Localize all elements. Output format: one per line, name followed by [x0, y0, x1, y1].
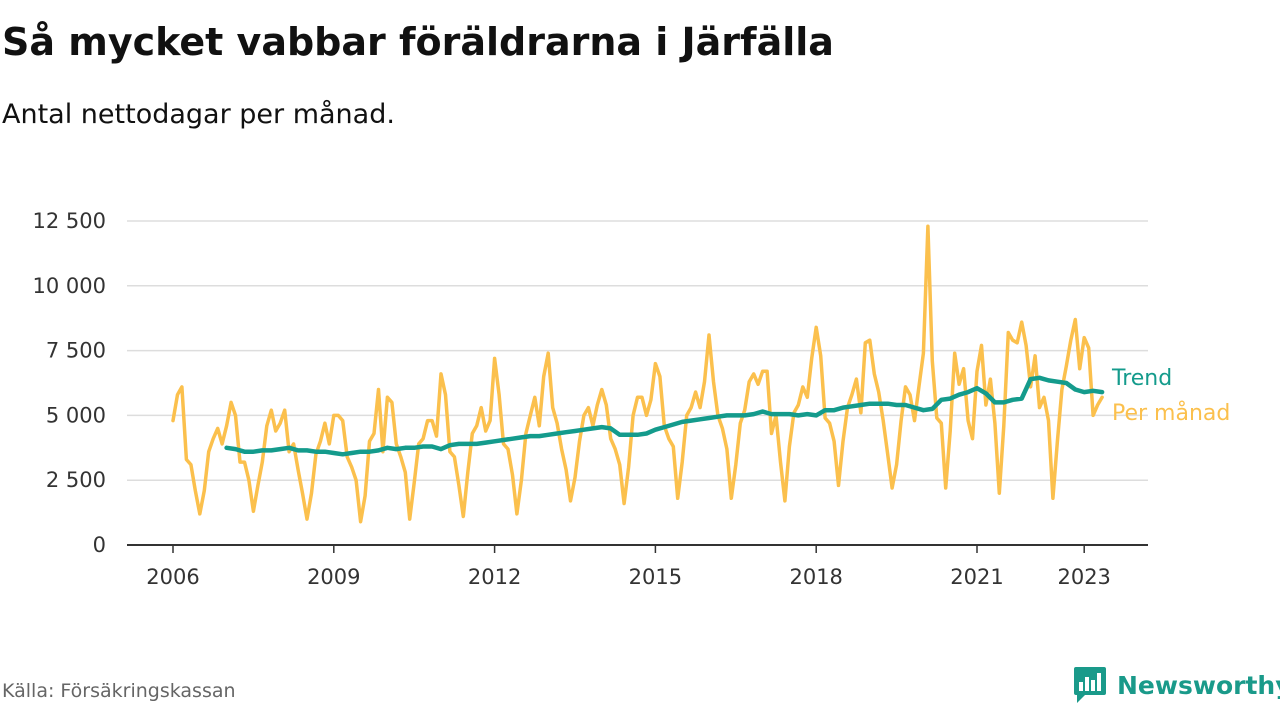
monthly-series-label: Per månad — [1112, 400, 1230, 426]
y-tick-label: 12 500 — [33, 209, 106, 233]
series-labels: Per månad Trend — [1111, 366, 1230, 426]
x-tick-label: 2009 — [307, 565, 360, 589]
chart-subtitle: Antal nettodagar per månad. — [2, 99, 395, 130]
axes: 0 2 500 5 000 7 500 10 000 12 500 2006 2009 2012… — [33, 209, 1148, 589]
trend-series-label: Trend — [1111, 366, 1172, 391]
chart-title: Så mycket vabbar föräldrarna i Järfälla — [2, 20, 834, 64]
bar-chart-logo-icon — [1074, 667, 1106, 703]
source-note: Källa: Försäkringskassan — [2, 680, 236, 702]
trend-series-line — [224, 375, 1105, 457]
y-tick-label: 2 500 — [46, 468, 106, 492]
y-tick-label: 5 000 — [46, 403, 106, 427]
series-lines — [171, 224, 1105, 524]
brand-name: Newsworthy — [1117, 670, 1280, 700]
x-tick-label: 2006 — [146, 565, 199, 589]
x-tick-label: 2018 — [789, 565, 842, 589]
x-tick-label: 2012 — [468, 565, 521, 589]
monthly-series-line — [171, 224, 1104, 524]
y-tick-label: 0 — [93, 533, 106, 557]
y-tick-label: 10 000 — [33, 274, 106, 298]
x-tick-label: 2023 — [1057, 565, 1110, 589]
x-tick-label: 2021 — [950, 565, 1003, 589]
y-tick-label: 7 500 — [46, 339, 106, 363]
grid-lines — [127, 220, 1148, 481]
brand-logo[interactable]: Newsworthy — [1073, 665, 1280, 705]
x-tick-label: 2015 — [629, 565, 682, 589]
